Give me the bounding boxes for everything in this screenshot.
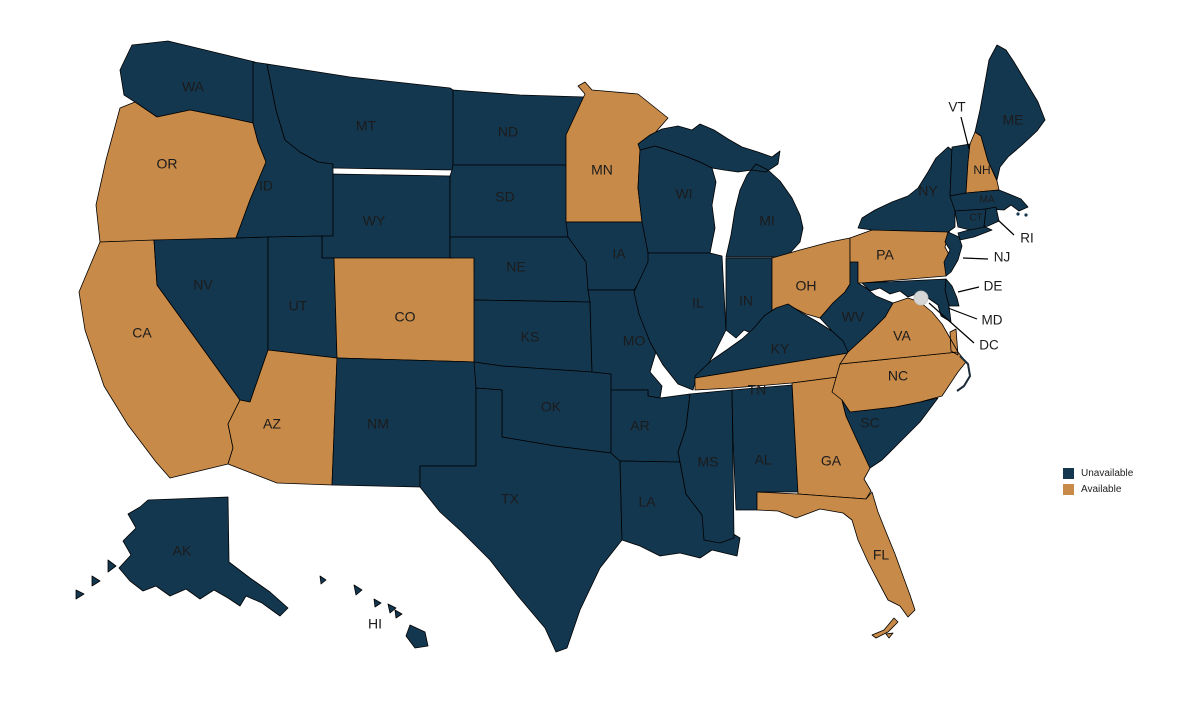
state-ri[interactable]: [983, 206, 1000, 228]
leader-line-de: [957, 286, 980, 293]
state-fl[interactable]: [756, 491, 916, 639]
unavailable-label: Unavailable: [1081, 468, 1134, 479]
dc-marker[interactable]: [913, 290, 929, 306]
state-ms[interactable]: [677, 389, 735, 544]
state-tx[interactable]: [419, 387, 623, 653]
state-mi[interactable]: [637, 123, 804, 258]
leader-line-vt: [960, 116, 970, 150]
leader-line-dc: [928, 302, 975, 344]
state-co[interactable]: [333, 255, 477, 363]
callout-label-md: MD: [982, 313, 1003, 328]
state-ct[interactable]: [954, 208, 987, 231]
unavailable-swatch: [1063, 468, 1074, 479]
coastal-island: [1024, 213, 1028, 217]
leader-line-md: [947, 307, 978, 320]
callout-label-vt: VT: [948, 100, 965, 115]
state-sd[interactable]: [449, 164, 571, 238]
map-legend: Unavailable Available: [1063, 468, 1133, 495]
leader-line-ri: [997, 219, 1015, 236]
callout-label-ri: RI: [1020, 231, 1034, 246]
callout-label-dc: DC: [979, 338, 999, 353]
available-swatch: [1063, 484, 1074, 495]
legend-item-available: Available: [1063, 484, 1133, 495]
state-mt[interactable]: [266, 63, 454, 171]
outer-banks-islands: [956, 355, 972, 392]
state-or[interactable]: [95, 101, 267, 243]
state-hi[interactable]: [319, 575, 429, 649]
state-al[interactable]: [731, 384, 799, 511]
available-label: Available: [1081, 484, 1122, 495]
state-ak[interactable]: [75, 496, 289, 617]
state-ks[interactable]: [473, 299, 593, 373]
coastal-island: [1016, 212, 1020, 216]
callout-label-nj: NJ: [994, 250, 1011, 265]
leader-line-nj: [962, 257, 989, 260]
state-pa[interactable]: [849, 228, 954, 284]
state-me[interactable]: [974, 44, 1046, 181]
state-nd[interactable]: [452, 89, 586, 166]
state-nj[interactable]: [943, 231, 963, 277]
legend-item-unavailable: Unavailable: [1063, 468, 1133, 479]
callout-label-de: DE: [984, 279, 1003, 294]
state-label-hi: HI: [368, 616, 382, 632]
state-il[interactable]: [633, 252, 727, 391]
state-wy[interactable]: [321, 173, 451, 259]
